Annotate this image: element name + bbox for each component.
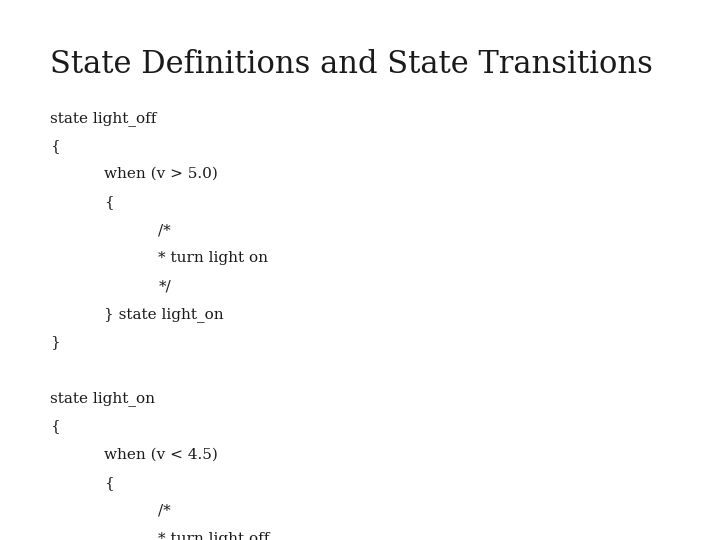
Text: {: { [50,420,60,434]
Text: } state light_on: } state light_on [104,307,224,322]
Text: state light_off: state light_off [50,111,157,126]
Text: /*: /* [158,223,171,237]
Text: state light_on: state light_on [50,392,156,407]
Text: State Definitions and State Transitions: State Definitions and State Transitions [50,49,653,79]
Text: {: { [104,476,114,490]
Text: /*: /* [158,504,171,518]
Text: */: */ [158,279,171,293]
Text: * turn light on: * turn light on [158,251,269,265]
Text: when (v > 5.0): when (v > 5.0) [104,167,218,181]
Text: when (v < 4.5): when (v < 4.5) [104,448,218,462]
Text: * turn light off: * turn light off [158,532,270,540]
Text: {: { [104,195,114,209]
Text: {: { [50,139,60,153]
Text: }: } [50,335,60,349]
